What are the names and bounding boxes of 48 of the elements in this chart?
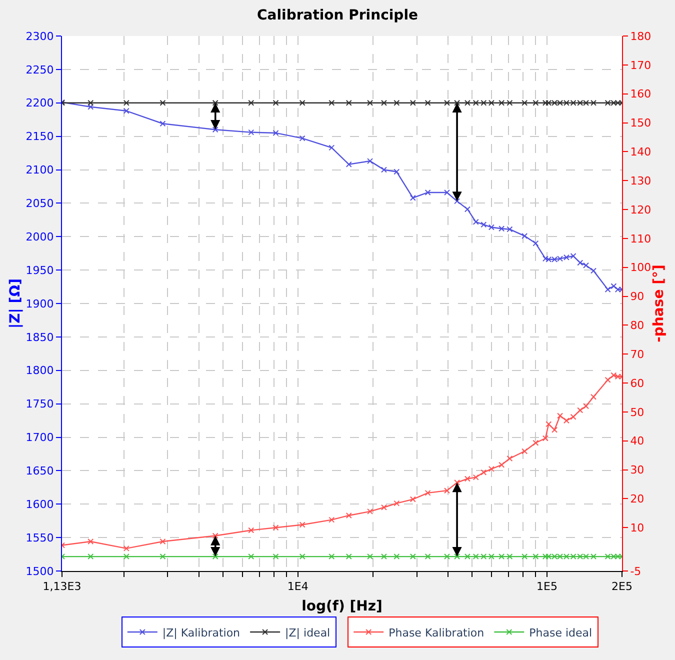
legend-label: Phase ideal: [529, 626, 592, 640]
y-tick-label: 1650: [26, 464, 54, 478]
y2-tick-label: 60: [630, 376, 644, 390]
y2-tick-label: 110: [630, 232, 652, 246]
y2-tick-label: 120: [630, 203, 652, 216]
y-tick-label: 2200: [26, 96, 54, 110]
y-tick-label: 1800: [26, 364, 54, 378]
x-tick-label: 1E5: [536, 580, 558, 594]
y-tick-label: 2150: [26, 130, 54, 144]
y2-tick-label: 70: [630, 348, 644, 361]
x-tick-label: 2E5: [612, 580, 632, 594]
legend-label: |Z| ideal: [285, 626, 330, 640]
y2-tick-label: 100: [630, 261, 652, 274]
y2-tick-label: 160: [630, 88, 652, 101]
y2-tick-label: 130: [630, 174, 652, 188]
y2-tick-label: -5: [630, 564, 642, 578]
y-tick-label: 2050: [26, 197, 54, 210]
y2-tick-label: 30: [630, 464, 644, 477]
legend-label: |Z| Kalibration: [162, 626, 240, 640]
x-tick-label: 1,13E3: [42, 580, 82, 594]
y2-tick-label: 180: [630, 30, 652, 43]
x-axis-title: log(f) [Hz]: [302, 598, 382, 614]
legend-label: Phase Kalibration: [388, 626, 484, 640]
y-tick-label: 1850: [26, 330, 54, 344]
y-tick-label: 1950: [26, 264, 54, 277]
y2-tick-label: 140: [630, 146, 652, 159]
y-tick-label: 2300: [26, 30, 54, 43]
y2-tick-label: 20: [630, 492, 644, 506]
y2-tick-label: 90: [630, 290, 644, 304]
y-axis-title: |Z| [Ω]: [7, 278, 24, 328]
y2-tick-label: 40: [630, 434, 644, 448]
chart-title: Calibration Principle: [257, 8, 418, 24]
y-tick-label: 1500: [26, 564, 54, 578]
y-tick-label: 1900: [26, 297, 54, 310]
y-tick-label: 1750: [26, 398, 54, 411]
y2-axis-title: -phase [°]: [651, 264, 668, 342]
y-tick-label: 2250: [26, 63, 54, 76]
y-tick-label: 1600: [26, 498, 54, 511]
y2-tick-label: 80: [630, 319, 644, 332]
y-tick-label: 2000: [26, 230, 54, 244]
y2-tick-label: 170: [630, 58, 652, 72]
y2-tick-label: 150: [630, 116, 652, 130]
y-tick-label: 1550: [26, 531, 54, 544]
y-tick-label: 1700: [26, 431, 54, 444]
x-tick-label: 1E4: [287, 580, 308, 594]
y2-tick-label: 10: [630, 521, 644, 534]
y2-tick-label: 50: [630, 406, 644, 419]
y-tick-label: 2100: [26, 164, 54, 177]
